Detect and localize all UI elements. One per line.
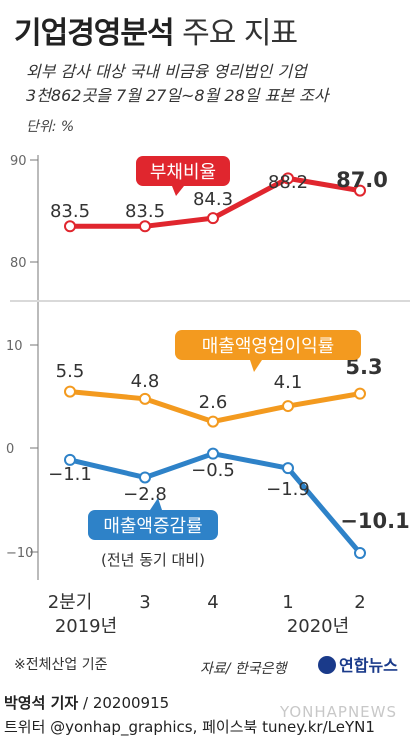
series-label-debt-ratio: 부채비율	[150, 162, 216, 183]
data-label: 2.6	[199, 392, 228, 413]
data-label: −1.9	[266, 479, 310, 500]
chart: 90 80 83.5 83.5 84.3 88.2 87.0 부채비율 10 0 −10 5.5 4.8…	[6, 154, 410, 637]
data-label: 5.5	[56, 361, 85, 382]
data-label: 4.1	[274, 372, 303, 393]
data-label: 83.5	[125, 201, 165, 222]
data-point	[354, 387, 366, 400]
x-tick-label: 2	[354, 592, 365, 613]
series-label-sales-growth: 매출액증감률	[103, 516, 202, 537]
data-label: −1.1	[48, 464, 92, 485]
data-point	[64, 453, 76, 466]
series-label-pointer	[150, 498, 162, 510]
series-label-box	[136, 156, 230, 186]
series-label-box	[88, 510, 218, 540]
series-label-box	[175, 330, 361, 360]
year-label-2020: 2020년	[287, 616, 349, 637]
data-point	[139, 220, 151, 233]
series-label-pointer	[250, 360, 262, 372]
source-label: 자료/ 한국은행	[200, 661, 287, 677]
y-tick-label: −10	[6, 546, 33, 561]
x-tick-label: 1	[282, 592, 293, 613]
y-tick-label: 80	[10, 256, 27, 271]
data-point	[207, 447, 219, 460]
unit-label: 단위: %	[26, 119, 75, 135]
series-note: (전년 동기 대비)	[101, 551, 205, 569]
data-label: −2.8	[123, 484, 167, 505]
data-label: 4.8	[131, 371, 160, 392]
data-point	[139, 471, 151, 484]
logo-icon	[318, 656, 336, 674]
footnote: ※전체산업 기준	[14, 657, 108, 673]
data-label: 83.5	[50, 201, 90, 222]
data-point	[207, 415, 219, 428]
subtitle-line-2: 3천862곳을 7월 27일~8월 28일 표본 조사	[26, 86, 329, 105]
yonhap-logo: 연합뉴스	[318, 652, 398, 676]
data-label: 84.3	[193, 189, 233, 210]
data-point	[64, 385, 76, 398]
y-tick-label: 10	[6, 339, 23, 354]
year-label-2019: 2019년	[55, 616, 117, 637]
data-point	[354, 547, 366, 560]
data-label: −10.1	[340, 509, 409, 533]
data-point	[282, 462, 294, 475]
series-label-operating-margin: 매출액영업이익률	[202, 336, 334, 357]
data-point	[139, 392, 151, 405]
social-line: 트위터 @yonhap_graphics, 페이스북 tuney.kr/LeYN…	[4, 718, 375, 736]
x-tick-label: 3	[139, 592, 150, 613]
subtitle: 외부 감사 대상 국내 비금융 영리법인 기업 3천862곳을 7월 27일~8…	[26, 60, 329, 108]
credit-line: 박영석 기자 / 20200915	[4, 694, 170, 712]
data-point	[282, 172, 294, 185]
data-label: −0.5	[191, 460, 235, 481]
data-label: 88.2	[268, 172, 308, 193]
y-tick-label: 0	[6, 442, 14, 457]
x-tick-label: 2분기	[48, 592, 93, 613]
data-point	[64, 220, 76, 233]
data-label: 87.0	[336, 168, 388, 192]
subtitle-line-1: 외부 감사 대상 국내 비금융 영리법인 기업	[26, 62, 307, 81]
watermark: YONHAPNEWS	[280, 703, 398, 721]
x-tick-label: 4	[207, 592, 218, 613]
series-label-pointer	[172, 186, 184, 196]
data-point	[282, 400, 294, 413]
data-point	[207, 212, 219, 225]
y-tick-label: 90	[10, 154, 27, 169]
page-title: 기업경영분석 주요 지표	[14, 16, 298, 51]
data-point	[354, 184, 366, 197]
